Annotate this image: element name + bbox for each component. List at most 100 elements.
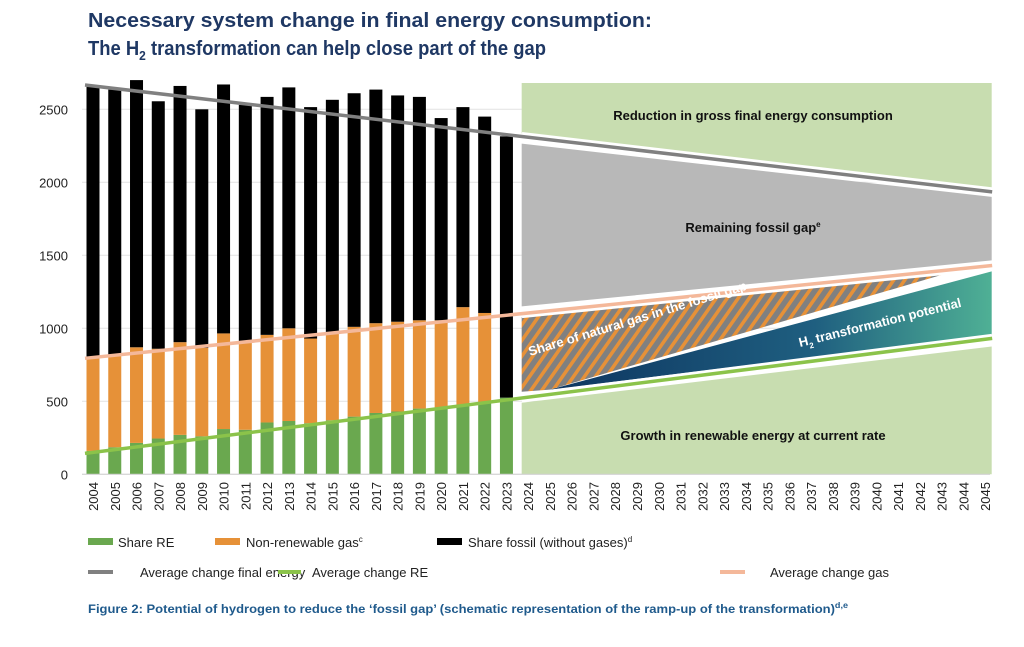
bar-re bbox=[151, 438, 165, 475]
x-tick-label: 2026 bbox=[565, 482, 580, 511]
bar-fossil bbox=[304, 107, 318, 339]
bar-fossil bbox=[478, 116, 492, 313]
bar-re bbox=[260, 422, 274, 475]
x-tick-label: 2028 bbox=[608, 482, 623, 511]
y-tick-label: 1000 bbox=[39, 321, 68, 336]
bar-fossil bbox=[325, 99, 339, 334]
x-tick-label: 2023 bbox=[499, 482, 514, 511]
bar-gas bbox=[347, 326, 361, 417]
bar-re bbox=[434, 408, 448, 475]
bar-gas bbox=[325, 333, 339, 421]
legend-label-fossil: Share fossil (without gases)d bbox=[468, 535, 632, 550]
region-label-reduction: Reduction in gross final energy consumpt… bbox=[613, 108, 893, 123]
x-tick-label: 2021 bbox=[456, 482, 471, 511]
bar-fossil bbox=[195, 109, 209, 349]
bar-gas bbox=[130, 347, 144, 443]
bar-re bbox=[325, 420, 339, 475]
legend-line-gas bbox=[720, 570, 745, 574]
bar-re bbox=[108, 447, 122, 475]
chart-title-line1: Necessary system change in final energy … bbox=[88, 10, 652, 32]
bar-fossil bbox=[391, 95, 405, 322]
region-label-fossil-gap: Remaining fossil gape bbox=[685, 220, 821, 235]
bar-gas bbox=[86, 357, 100, 451]
bar-gas bbox=[260, 334, 274, 423]
x-tick-label: 2014 bbox=[304, 482, 319, 511]
x-axis: 2004 2005 2006 2007 2008 2009 2010 2011 2012 2013… bbox=[82, 473, 993, 511]
region-natural_gas bbox=[521, 269, 962, 392]
x-tick-label: 2024 bbox=[521, 482, 536, 511]
x-tick-label: 2029 bbox=[630, 482, 645, 511]
bar-fossil bbox=[456, 107, 470, 308]
bar-fossil bbox=[173, 85, 187, 343]
bar-re bbox=[391, 411, 405, 475]
bar-re bbox=[412, 408, 426, 475]
legend-label-re: Share RE bbox=[118, 535, 175, 550]
x-tick-label: 2033 bbox=[717, 482, 732, 511]
y-tick-label: 500 bbox=[46, 394, 68, 409]
legend-line-re bbox=[278, 570, 301, 574]
bar-fossil bbox=[347, 93, 361, 327]
bar-re bbox=[499, 397, 513, 475]
x-tick-label: 2013 bbox=[282, 482, 297, 511]
x-tick-label: 2035 bbox=[761, 482, 776, 511]
bars bbox=[86, 80, 513, 475]
bar-re bbox=[173, 434, 187, 475]
bar-gas bbox=[369, 323, 383, 413]
x-tick-label: 2015 bbox=[325, 482, 340, 511]
bar-fossil bbox=[217, 84, 231, 334]
bar-gas bbox=[282, 328, 296, 422]
bar-fossil bbox=[434, 118, 448, 321]
bar-gas bbox=[478, 312, 492, 404]
bar-re bbox=[478, 403, 492, 475]
projection-regions bbox=[521, 83, 992, 475]
bar-re bbox=[195, 436, 209, 475]
bar-fossil bbox=[108, 89, 122, 355]
x-tick-label: 2018 bbox=[391, 482, 406, 511]
x-tick-label: 2016 bbox=[347, 482, 362, 511]
y-tick-label: 2500 bbox=[39, 102, 68, 117]
x-tick-label: 2040 bbox=[869, 482, 884, 511]
x-tick-label: 2044 bbox=[956, 482, 971, 511]
y-tick-label: 2000 bbox=[39, 175, 68, 190]
x-tick-label: 2042 bbox=[913, 482, 928, 511]
x-tick-label: 2011 bbox=[238, 482, 253, 510]
bar-fossil bbox=[151, 101, 165, 349]
legend-label-avg-gas: Average change gas bbox=[770, 565, 890, 580]
x-tick-label: 2020 bbox=[434, 482, 449, 511]
bar-fossil bbox=[238, 104, 252, 343]
x-tick-label: 2031 bbox=[674, 482, 689, 511]
bar-gas bbox=[456, 307, 470, 405]
bar-re bbox=[217, 429, 231, 475]
x-tick-label: 2038 bbox=[826, 482, 841, 511]
legend-swatch-gas bbox=[215, 538, 240, 545]
x-tick-label: 2008 bbox=[173, 482, 188, 511]
x-tick-label: 2019 bbox=[412, 482, 427, 511]
trend-re bbox=[84, 336, 993, 456]
trend-final-energy bbox=[84, 83, 993, 194]
bar-gas bbox=[195, 348, 209, 437]
x-tick-label: 2010 bbox=[217, 482, 232, 511]
bar-fossil bbox=[86, 85, 100, 358]
bar-re bbox=[347, 416, 361, 475]
bar-re bbox=[304, 423, 318, 475]
region-label-re-growth: Growth in renewable energy at current ra… bbox=[620, 428, 885, 443]
bar-fossil bbox=[260, 96, 274, 335]
legend-line-final bbox=[88, 570, 113, 574]
x-tick-label: 2045 bbox=[978, 482, 993, 511]
bar-gas bbox=[151, 348, 165, 439]
x-tick-label: 2004 bbox=[86, 482, 101, 511]
x-tick-label: 2041 bbox=[891, 482, 906, 511]
region-reduction bbox=[521, 83, 992, 189]
bar-fossil bbox=[130, 80, 144, 348]
bar-fossil bbox=[369, 89, 383, 324]
x-tick-label: 2006 bbox=[130, 482, 145, 511]
x-tick-label: 2037 bbox=[804, 482, 819, 511]
x-tick-label: 2039 bbox=[848, 482, 863, 511]
x-tick-label: 2017 bbox=[369, 482, 384, 511]
bar-gas bbox=[238, 342, 252, 430]
y-tick-label: 1500 bbox=[39, 248, 68, 263]
legend-label-avg-re: Average change RE bbox=[312, 565, 428, 580]
x-tick-label: 2032 bbox=[695, 482, 710, 511]
legend-label-final: Average change final energy bbox=[140, 565, 306, 580]
region-re_growth bbox=[521, 346, 992, 475]
